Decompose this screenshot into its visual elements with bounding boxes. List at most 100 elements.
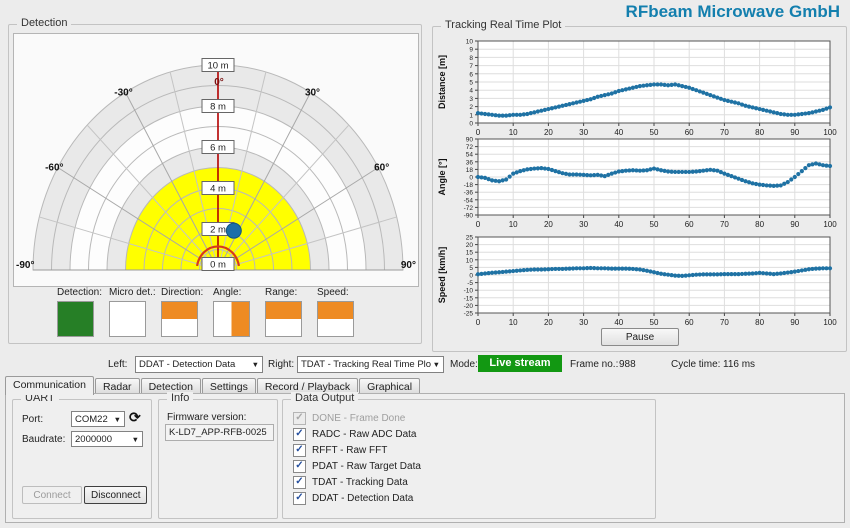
svg-text:-5: -5 [467,280,473,287]
firmware-version-field[interactable]: K-LD7_APP-RFB-0025 [165,424,274,441]
svg-text:-20: -20 [464,303,474,310]
svg-text:2 m: 2 m [210,225,226,236]
baudrate-select[interactable]: 2000000 ▼ [71,431,143,447]
legend-item: Micro det.: [109,287,156,337]
mode-label: Mode: [450,359,478,370]
svg-text:10: 10 [509,220,518,229]
tab-record-playback[interactable]: Record / Playback [256,378,359,395]
uart-group: UART Port: COM22 ▼ ⟳ Baudrate: 2000000 ▼… [12,392,152,519]
communication-tab-panel: UART Port: COM22 ▼ ⟳ Baudrate: 2000000 ▼… [5,392,845,523]
svg-text:0 m: 0 m [210,260,226,271]
mode-status-badge: Live stream [478,355,562,372]
tab-graphical[interactable]: Graphical [359,378,421,395]
tab-detection[interactable]: Detection [140,378,201,395]
firmware-version-label: Firmware version: [167,412,247,423]
svg-text:20: 20 [544,128,553,137]
connect-button[interactable]: Connect [22,486,82,504]
tracking-group: Tracking Real Time Plot 0 10 20 30 40 50 60 70 8… [432,19,847,352]
svg-text:50: 50 [650,128,659,137]
svg-text:-18: -18 [464,182,474,189]
tab-radar[interactable]: Radar [94,378,140,395]
checkbox-ddat[interactable]: ✓ [293,492,306,505]
svg-text:20: 20 [544,220,553,229]
tab-communication[interactable]: Communication [5,376,94,395]
polar-plot-canvas: 10 m 8 m 6 m 4 m 2 m 0 m 0° 30° -30° 60° -60° 90° -9… [16,58,416,271]
svg-text:60°: 60° [374,163,389,174]
data-output-group-title: Data Output [291,392,359,404]
refresh-ports-button[interactable]: ⟳ [129,408,141,426]
chevron-down-icon: ▼ [251,360,259,369]
detection-polar-plot: 10 m 8 m 6 m 4 m 2 m 0 m 0° 30° -30° 60° -60° 90° -9… [13,33,419,287]
svg-text:0: 0 [476,220,481,229]
checkbox-row-rfft: ✓ RFFT - Raw FFT [293,444,387,457]
checkbox-label: DONE - Frame Done [312,413,406,424]
checkbox-label: TDAT - Tracking Data [312,477,408,488]
legend-label: Angle: [213,287,242,298]
svg-text:70: 70 [720,220,729,229]
direction-swatch [161,301,198,337]
checkbox-row-pdat: ✓ PDAT - Raw Target Data [293,460,421,473]
port-label: Port: [22,414,44,425]
port-select[interactable]: COM22 ▼ [71,411,125,427]
pause-button[interactable]: Pause [601,328,679,346]
chevron-down-icon: ▼ [113,414,121,424]
cycle-time-value: 116 ms [723,359,756,370]
legend-label: Range: [265,287,298,298]
svg-text:10: 10 [466,257,474,264]
right-plot-select-value: TDAT - Tracking Real Time Plot [301,359,431,370]
svg-text:-72: -72 [464,205,474,212]
tab-settings[interactable]: Settings [201,378,256,395]
checkbox-pdat[interactable]: ✓ [293,460,306,473]
detection-swatch [57,301,94,337]
svg-text:2: 2 [469,104,473,111]
legend-label: Speed: [317,287,349,298]
left-plot-select-value: DDAT - Detection Data [139,359,236,370]
svg-text:8 m: 8 m [210,102,226,113]
legend-item: Speed: [317,287,355,337]
svg-text:6: 6 [469,71,473,78]
svg-text:1: 1 [469,112,473,119]
left-plot-select[interactable]: DDAT - Detection Data ▼ [135,356,263,373]
svg-text:20: 20 [544,318,553,327]
right-plot-select[interactable]: TDAT - Tracking Real Time Plot ▼ [297,356,444,373]
svg-text:5: 5 [469,265,473,272]
svg-text:-25: -25 [464,311,474,318]
svg-text:100: 100 [823,318,837,327]
checkbox-radc[interactable]: ✓ [293,428,306,441]
legend-label: Detection: [57,287,103,298]
svg-text:60: 60 [685,220,694,229]
svg-text:90: 90 [790,318,799,327]
checkbox-row-done: ✓ DONE - Frame Done [293,412,405,425]
svg-text:54: 54 [466,152,474,159]
chevron-down-icon: ▼ [432,360,440,369]
speed-swatch [317,301,354,337]
checkbox-label: PDAT - Raw Target Data [312,461,421,472]
svg-text:-15: -15 [464,295,474,302]
svg-text:-36: -36 [464,190,474,197]
checkbox-row-tdat: ✓ TDAT - Tracking Data [293,476,408,489]
svg-text:-10: -10 [464,288,474,295]
svg-text:30°: 30° [305,87,320,98]
checkbox-label: DDAT - Detection Data [312,493,414,504]
svg-text:70: 70 [720,128,729,137]
tracking-group-title: Tracking Real Time Plot [441,19,566,31]
checkbox-row-radc: ✓ RADC - Raw ADC Data [293,428,416,441]
checkbox-rfft[interactable]: ✓ [293,444,306,457]
checkbox-done[interactable]: ✓ [293,412,306,425]
svg-text:8: 8 [469,55,473,62]
svg-text:60: 60 [685,128,694,137]
checkbox-tdat[interactable]: ✓ [293,476,306,489]
svg-text:50: 50 [650,318,659,327]
svg-text:0: 0 [476,128,481,137]
svg-text:0°: 0° [214,77,224,88]
svg-text:25: 25 [466,235,474,242]
svg-text:30: 30 [579,220,588,229]
legend-item: Direction: [161,287,203,337]
angle-chart: 0 10 20 30 40 50 60 70 80 90 10090725436180-18-36-… [437,137,837,230]
info-group-title: Info [167,392,194,404]
svg-text:80: 80 [755,128,764,137]
baudrate-select-value: 2000000 [75,433,112,445]
legend-item: Range: [265,287,303,337]
disconnect-button[interactable]: Disconnect [84,486,147,504]
